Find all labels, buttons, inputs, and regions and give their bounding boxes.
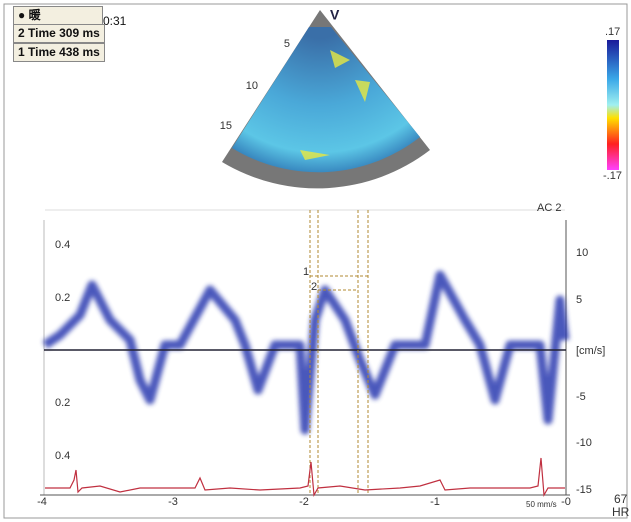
left-tick-label: 0.2 (55, 292, 70, 304)
info-icon: 暖 (29, 8, 41, 22)
color-bar (607, 40, 619, 170)
depth-label: 10 (246, 80, 258, 92)
probe-mark: V (330, 7, 340, 23)
info-row: ● 暖 (13, 6, 103, 25)
doppler-trace (45, 275, 565, 430)
color-max: .17 (605, 26, 620, 38)
left-tick-label: 0.4 (55, 450, 70, 462)
heart-rate: 67 (614, 492, 628, 506)
x-tick-label: -2 (299, 496, 309, 508)
time-row: 1 Time 438 ms (13, 43, 105, 62)
left-tick-label: 0.2 (55, 397, 70, 409)
right-tick-label: -10 (576, 437, 592, 449)
time-label: 1 Time 438 ms (18, 45, 100, 59)
heart-rate-label: HR (612, 505, 630, 519)
depth-label: 5 (284, 38, 290, 50)
cursor-2: 2 (311, 281, 317, 293)
clock: 0:31 (103, 14, 127, 28)
left-tick-label: 0.4 (55, 239, 70, 251)
channel-label: AC 2 (537, 202, 561, 214)
right-tick-label: -5 (576, 391, 586, 403)
color-min: -.17 (603, 170, 622, 182)
time-row: 2 Time 309 ms (13, 24, 105, 43)
doppler-panel (40, 210, 570, 495)
x-tick-label: -4 (37, 496, 47, 508)
ultrasound-screen: .17 -.17 V 0:31 1 2 AC 2 50 mm/s 67 HR 5… (0, 0, 631, 522)
right-tick-label: -15 (576, 484, 592, 496)
display: .17 -.17 V 0:31 1 2 AC 2 50 mm/s 67 HR 5… (0, 0, 631, 522)
sweep-speed: 50 mm/s (526, 500, 557, 509)
cursor-1: 1 (303, 266, 309, 278)
right-tick-label: 10 (576, 247, 588, 259)
ecg (45, 458, 565, 495)
time-label: 2 Time 309 ms (18, 26, 100, 40)
depth-label: 15 (220, 120, 232, 132)
x-tick-label: -1 (430, 496, 440, 508)
sector-color (232, 27, 420, 172)
x-tick-label: -0 (561, 496, 571, 508)
right-tick-label: [cm/s] (576, 345, 605, 357)
right-tick-label: 5 (576, 294, 582, 306)
x-tick-label: -3 (168, 496, 178, 508)
